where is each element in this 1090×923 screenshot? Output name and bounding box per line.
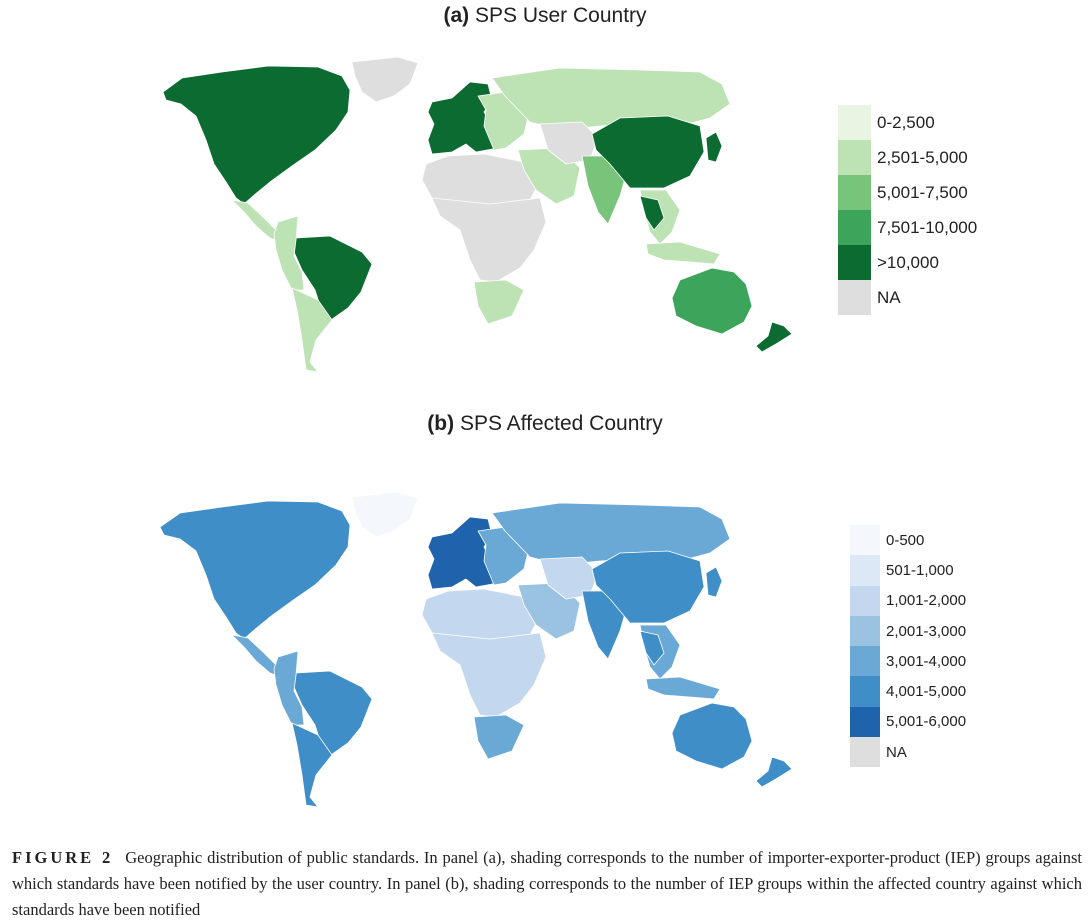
legend-entry: 501-1,000 [850, 555, 966, 586]
region-southern-cone [291, 722, 333, 808]
region-brazil [293, 235, 373, 321]
legend-entry: 2,001-3,000 [850, 615, 967, 647]
legend-swatch [850, 585, 880, 616]
legend-swatch [850, 555, 880, 586]
region-brazil [293, 670, 373, 756]
legend-label: 5,001-7,500 [877, 182, 968, 202]
figure-label: FIGURE 2 [12, 848, 114, 867]
legend-swatch [850, 737, 880, 768]
region-japan [705, 566, 723, 598]
legend-label: NA [886, 743, 907, 761]
region-china [591, 550, 705, 624]
map-legend: 0-2,500 2,501-5,000 5,001-7,500 7,501-10… [838, 105, 977, 315]
region-north-america [162, 65, 351, 205]
region-new-zealand [755, 321, 793, 353]
legend-label: 2,001-3,000 [886, 622, 967, 640]
region-andean-south-america [273, 650, 305, 726]
region-australia [671, 267, 753, 335]
legend-label: 501-1,000 [886, 561, 954, 579]
region-indonesia [645, 241, 721, 265]
legend-entry: >10,000 [838, 245, 977, 280]
legend-entry: 2,501-5,000 [838, 140, 977, 175]
legend-swatch [838, 210, 871, 245]
panel-letter: (a) [443, 4, 470, 27]
panel-b: (b) SPS Affected Country 0-500 501-1,000… [0, 405, 1090, 825]
region-southern-cone [291, 287, 333, 373]
legend-entry: 3,001-4,000 [850, 646, 967, 677]
region-andean-south-america [273, 215, 305, 291]
region-sub-saharan-africa [431, 197, 547, 283]
legend-label: 1,001-2,000 [886, 592, 967, 610]
region-greenland [351, 56, 419, 103]
legend-label: NA [877, 287, 901, 307]
legend-swatch [850, 615, 880, 647]
legend-entry: 5,001-7,500 [838, 175, 977, 210]
region-new-zealand [755, 756, 793, 788]
region-australia [671, 702, 753, 770]
region-russia [491, 502, 731, 566]
region-greenland [351, 491, 419, 538]
legend-entry: 4,001-5,000 [850, 676, 967, 707]
region-russia [491, 67, 731, 131]
caption-text: Geographic distribution of public standa… [12, 848, 1083, 919]
region-japan [705, 131, 723, 163]
legend-swatch [850, 646, 880, 677]
legend-label: >10,000 [877, 252, 939, 272]
legend-swatch [838, 280, 871, 315]
legend-label: 2,501-5,000 [877, 147, 968, 167]
legend-label: 0-2,500 [877, 112, 935, 132]
legend-swatch [838, 245, 871, 280]
legend-label: 4,001-5,000 [886, 683, 967, 701]
legend-swatch [850, 706, 880, 738]
legend-entry: 0-2,500 [838, 105, 977, 140]
region-southern-africa [473, 714, 525, 760]
legend-swatch [838, 105, 871, 140]
panel-title-text: SPS Affected Country [459, 412, 663, 435]
panel-a: (a) SPS User Country 0-2,500 2,501-5,000… [0, 0, 1090, 400]
legend-entry: 1,001-2,000 [850, 585, 967, 616]
panel-letter: (b) [427, 412, 455, 435]
map-legend: 0-500 501-1,000 1,001-2,000 2,001-3,000 … [850, 525, 967, 768]
region-china [591, 115, 705, 189]
legend-entry: NA [838, 280, 977, 315]
legend-swatch [850, 525, 880, 556]
legend-swatch [850, 676, 880, 707]
legend-label: 0-500 [886, 531, 925, 549]
world-map [162, 56, 793, 373]
legend-label: 5,001-6,000 [886, 713, 967, 731]
legend-entry: NA [850, 737, 966, 768]
legend-swatch [838, 140, 871, 175]
region-thailand [639, 195, 665, 231]
figure-caption: FIGURE 2 Geographic distribution of publi… [12, 845, 1082, 923]
legend-label: 3,001-4,000 [886, 652, 967, 670]
world-map [159, 491, 793, 808]
region-southern-africa [473, 279, 525, 325]
region-indonesia [645, 676, 721, 700]
legend-entry: 0-500 [850, 525, 966, 556]
legend-swatch [838, 175, 871, 210]
legend-entry: 5,001-6,000 [850, 706, 967, 738]
region-sub-saharan-africa [431, 632, 547, 718]
region-north-america [159, 500, 351, 640]
panel-title: (b) SPS Affected Country [0, 412, 1090, 436]
legend-label: 7,501-10,000 [877, 217, 978, 237]
region-thailand [639, 630, 665, 666]
panel-title: (a) SPS User Country [0, 4, 1090, 28]
legend-entry: 7,501-10,000 [838, 210, 977, 245]
panel-title-text: SPS User Country [474, 4, 647, 27]
